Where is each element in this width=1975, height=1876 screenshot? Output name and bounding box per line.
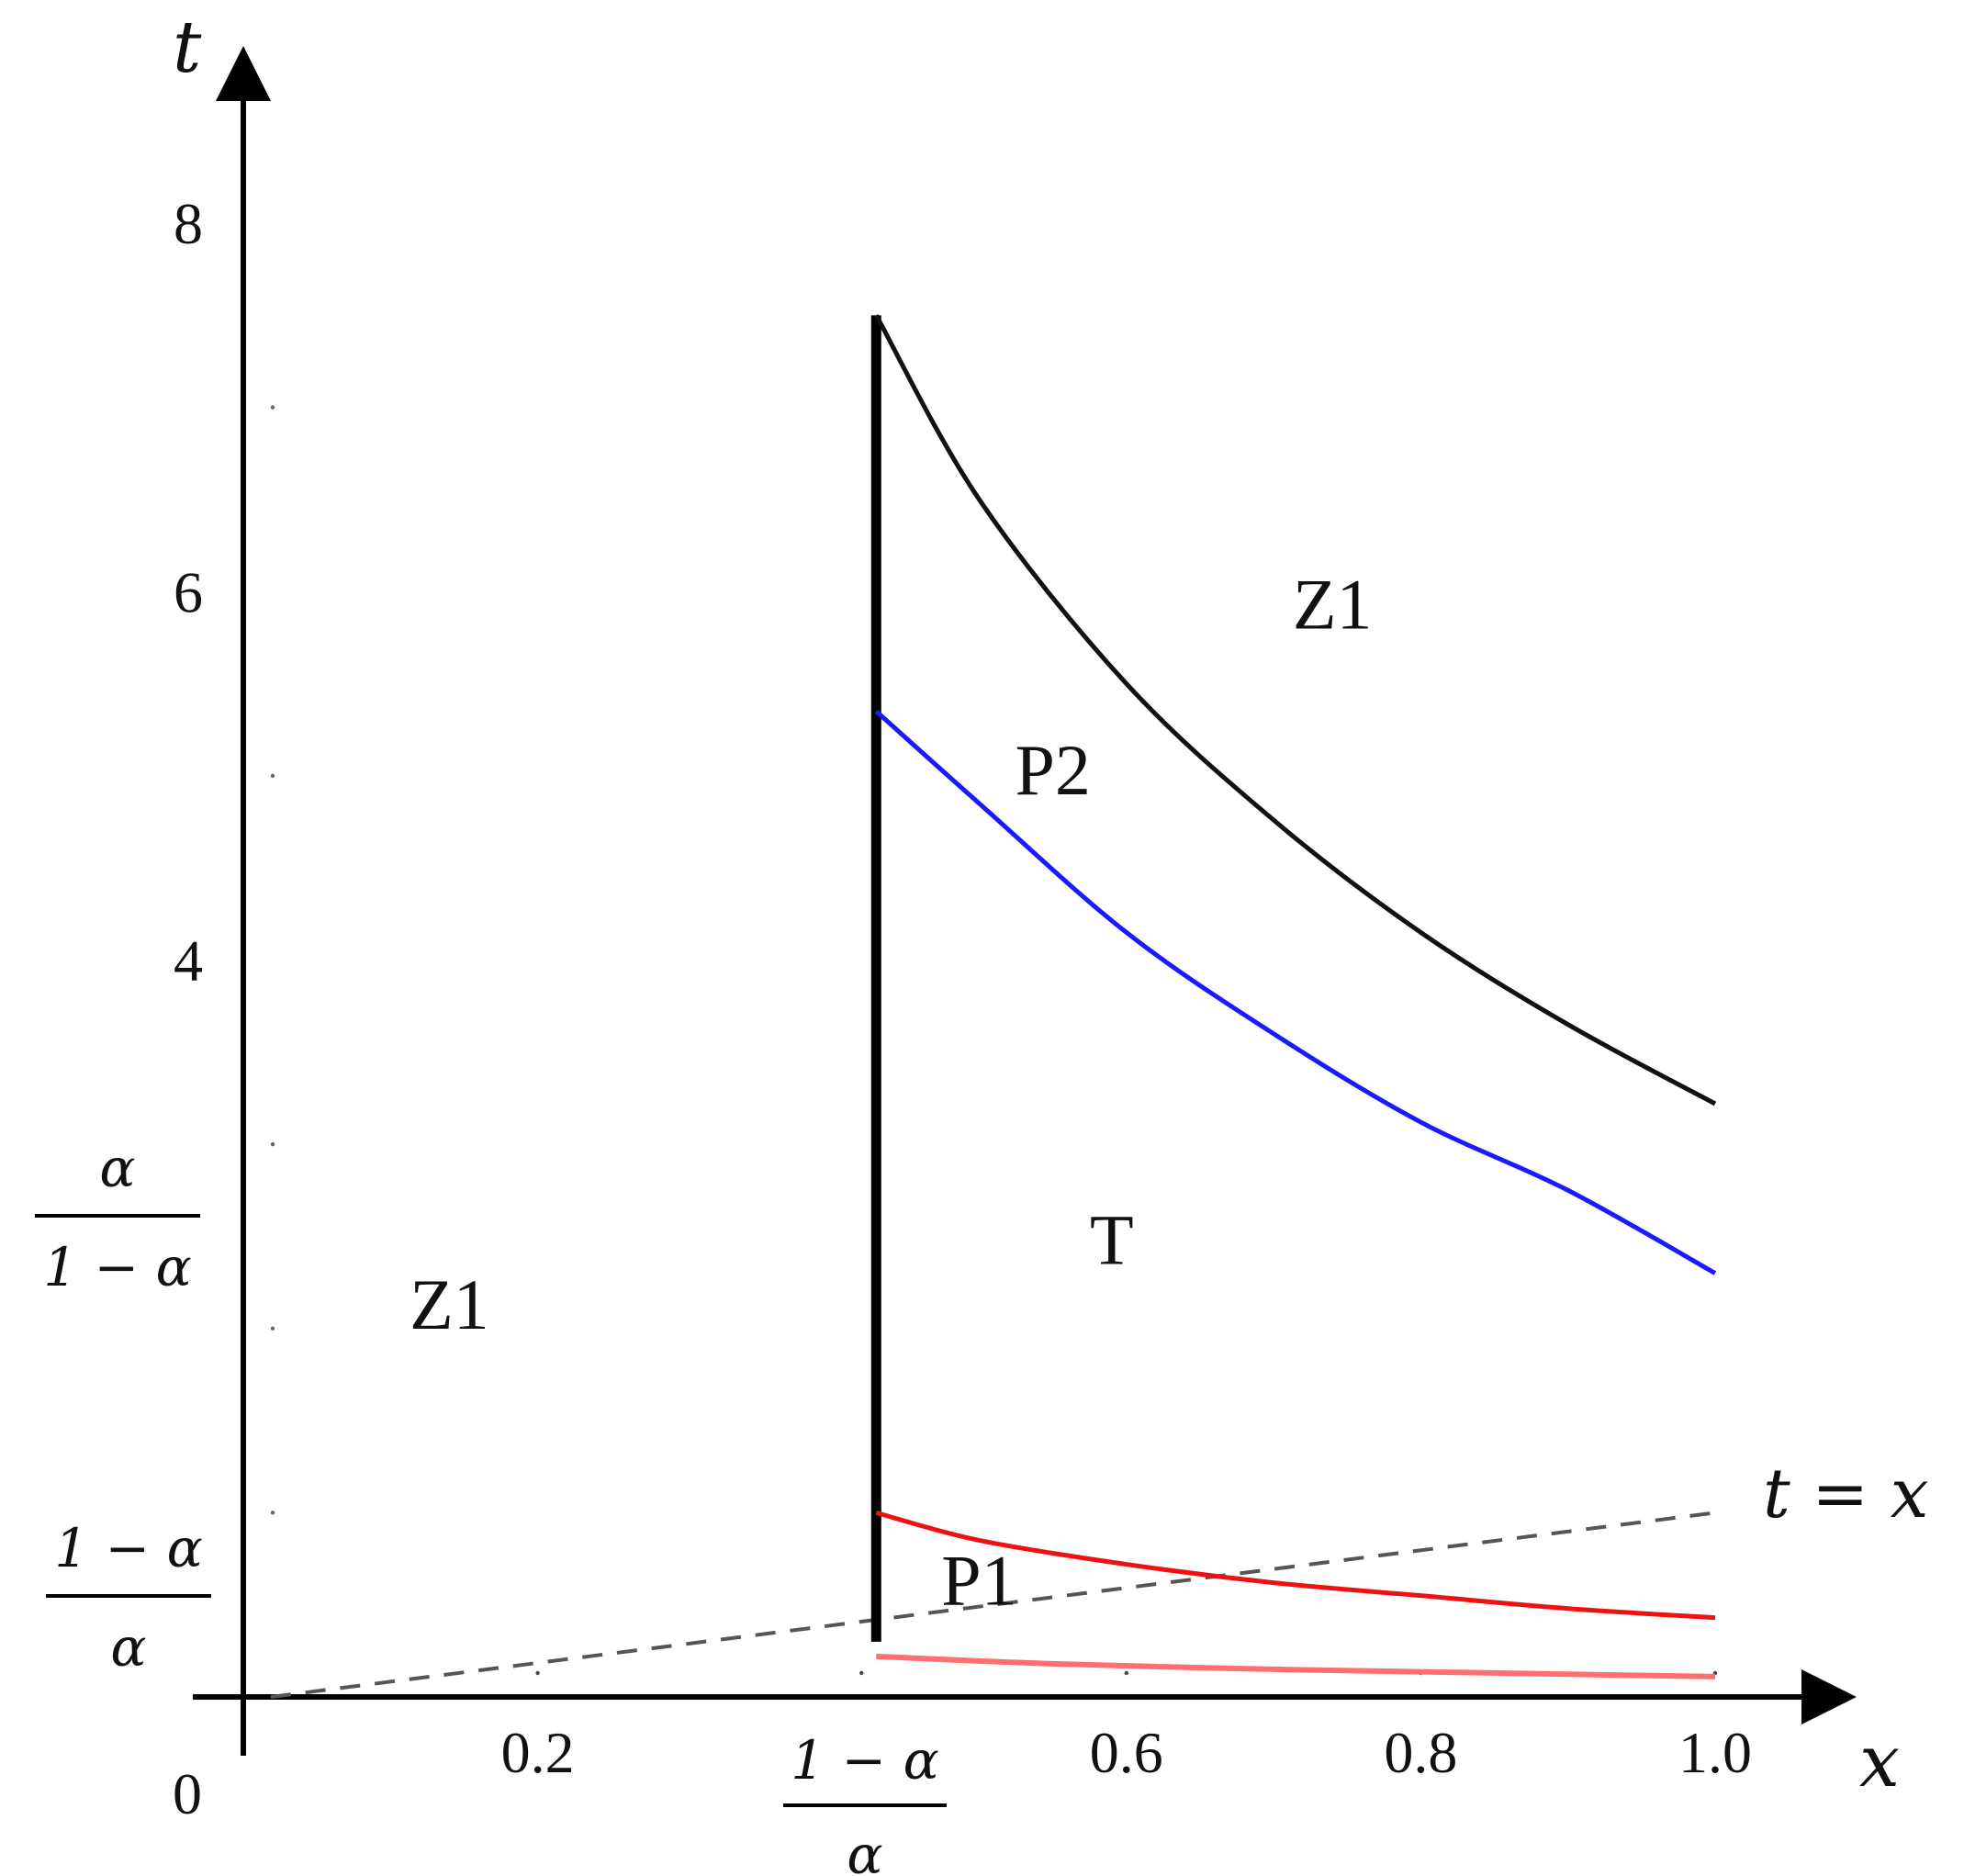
region-label-p1-4: P1 <box>941 1541 1016 1621</box>
y-special-upper-denominator: 1 − α <box>43 1236 192 1298</box>
y-tick-label-1: 6 <box>174 559 203 624</box>
plot-area <box>270 314 1717 1699</box>
y-special-lower-numerator: 1 − α <box>54 1517 203 1579</box>
y-tick-mark-4 <box>270 405 275 410</box>
x-special-tick: 1 − α α <box>783 1729 947 1876</box>
y-tick-mark-0 <box>270 1511 275 1515</box>
y-axis-label: t <box>173 6 202 89</box>
x-axis-label: x <box>1859 1721 1900 1803</box>
x-tick-label-0: 0.2 <box>501 1720 575 1785</box>
region-label-z1-3: Z1 <box>410 1264 489 1344</box>
region-label-p2-1: P2 <box>1015 730 1090 810</box>
y-ticks: 4 6 8 <box>174 191 275 1515</box>
y-special-lower-denominator: α <box>110 1616 146 1679</box>
x-tick-label-1: 0.6 <box>1090 1720 1163 1785</box>
x-tick-label-2: 0.8 <box>1384 1720 1457 1785</box>
y-tick-mark-2 <box>270 1141 275 1147</box>
origin-label: 0 <box>173 1761 202 1826</box>
x-special-denominator: α <box>847 1824 882 1876</box>
region-label-z1-0: Z1 <box>1293 564 1373 644</box>
x-ticks: 0.2 0.6 0.8 1.0 <box>501 1670 1752 1785</box>
pink-curve <box>876 1653 1716 1679</box>
black-curve <box>874 314 1717 1107</box>
y-tick-mark-3 <box>270 773 275 779</box>
y-special-upper-numerator: α <box>99 1137 135 1199</box>
x-tick-label-3: 1.0 <box>1678 1720 1752 1785</box>
red-curve <box>875 1510 1716 1621</box>
region-labels: Z1 P2 T Z1 P1 <box>410 564 1372 1620</box>
x-tick-mark-1 <box>1124 1670 1129 1676</box>
y-special-tick-upper: α 1 − α <box>35 1137 200 1298</box>
axes: x t 0 <box>173 6 1900 1826</box>
blue-curve <box>874 709 1717 1275</box>
reference-line-label: t = x <box>1763 1455 1929 1533</box>
region-label-t-2: T <box>1090 1200 1134 1280</box>
x-special-numerator: 1 − α <box>791 1729 939 1792</box>
y-tick-mark-1 <box>270 1326 275 1331</box>
y-tick-label-0: 4 <box>174 928 203 994</box>
y-tick-label-2: 8 <box>174 191 203 256</box>
x-tick-mark-special <box>859 1670 864 1676</box>
x-tick-mark-0 <box>535 1670 540 1676</box>
y-special-tick-lower: 1 − α α <box>46 1517 211 1679</box>
